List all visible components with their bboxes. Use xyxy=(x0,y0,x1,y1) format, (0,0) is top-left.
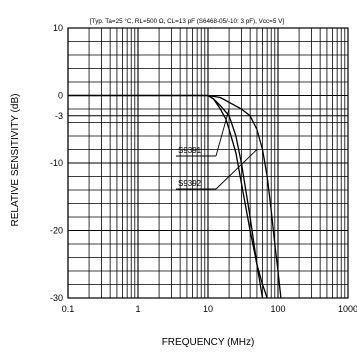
series-label-s9392: S9392 xyxy=(178,179,202,188)
label-leader-line xyxy=(215,108,230,157)
extra-curve-1 xyxy=(68,94,268,299)
curves xyxy=(68,94,282,299)
x-tick-label: 10 xyxy=(203,304,213,314)
series-label-s9391: S9391 xyxy=(178,146,202,155)
x-tick-label: 0.1 xyxy=(62,304,75,314)
y-axis-label: RELATIVE SENSITIVITY (dB) xyxy=(10,94,21,227)
series-line-s9392 xyxy=(68,94,282,299)
y-tick-label: -3 xyxy=(55,111,63,121)
y-tick-label: 10 xyxy=(53,23,63,33)
x-tick-label: 1 xyxy=(135,304,140,314)
x-tick-label: 1000 xyxy=(338,304,357,314)
y-tick-label: -20 xyxy=(50,226,63,236)
y-tick-labels: 10 0 -3 -10 -20 -30 xyxy=(50,23,63,303)
label-leader-line xyxy=(215,149,258,190)
y-tick-label: -30 xyxy=(50,293,63,303)
x-axis-label: FREQUENCY (MHz) xyxy=(162,337,255,348)
series-label-leaders: S9391 S9392 xyxy=(176,108,258,190)
y-tick-label: 0 xyxy=(58,91,63,101)
y-tick-label: -10 xyxy=(50,158,63,168)
chart-title: [Typ. Ta=25 °C, RL=500 Ω, CL=13 pF (S646… xyxy=(90,17,284,25)
plot-frame xyxy=(67,27,349,299)
x-tick-labels: 0.1 1 10 100 1000 xyxy=(62,304,357,314)
x-tick-label: 100 xyxy=(270,304,285,314)
